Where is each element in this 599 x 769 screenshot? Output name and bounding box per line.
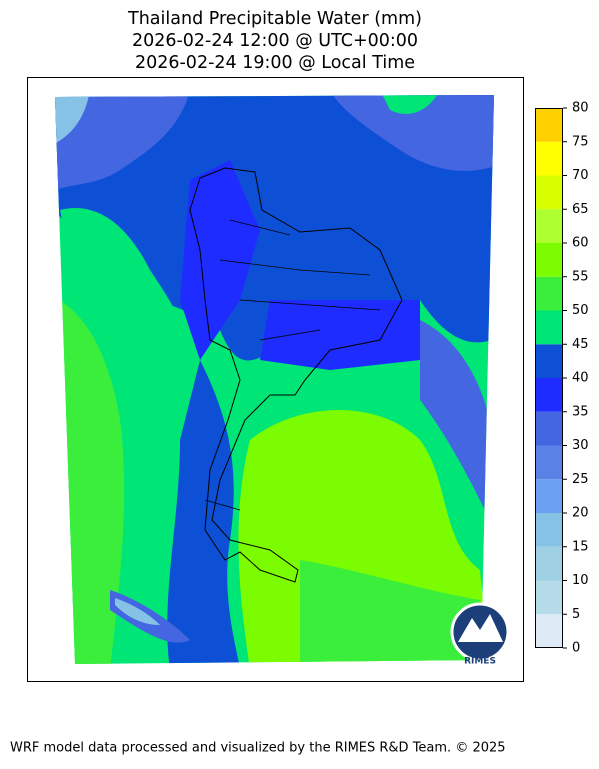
- colorbar-segment: [535, 378, 563, 412]
- map: RIMES: [27, 77, 524, 682]
- logo-mountain: [458, 614, 503, 642]
- colorbar-segment: [535, 310, 563, 345]
- colorbar-tick-label: 15: [572, 539, 589, 554]
- colorbar-tick-label: 25: [572, 472, 589, 487]
- footer: WRF model data processed and visualized …: [10, 741, 506, 756]
- title-line: 2026-02-24 12:00 @ UTC+00:00: [132, 31, 418, 51]
- colorbar-tick-label: 20: [572, 506, 589, 521]
- map-frame: [27, 77, 524, 682]
- colorbar-segment: [535, 580, 563, 615]
- colorbar-segment: [535, 344, 563, 378]
- colorbar-tick-label: 35: [572, 404, 589, 419]
- colorbar-tick-label: 75: [572, 134, 589, 149]
- colorbar-segment: [535, 513, 563, 547]
- colorbar-tick-label: 70: [572, 168, 589, 183]
- colorbar-tick-label: 40: [572, 371, 589, 386]
- colorbar-tick-label: 0: [572, 641, 580, 656]
- colorbar-tick-label: 50: [572, 303, 589, 318]
- colorbar-segment: [535, 209, 563, 243]
- colorbar-tick-label: 80: [572, 101, 589, 116]
- colorbar-frame: [535, 108, 563, 648]
- colorbar-segment: [535, 546, 563, 581]
- title-line: 2026-02-24 19:00 @ Local Time: [135, 53, 415, 73]
- colorbar-tick-label: 10: [572, 573, 589, 588]
- colorbar-tick-label: 30: [572, 438, 589, 453]
- colorbar-segment: [535, 243, 563, 277]
- colorbar-segment: [535, 108, 563, 142]
- colorbar-segment: [535, 445, 563, 480]
- colorbar-tick-label: 45: [572, 337, 589, 352]
- colorbar-tick-label: 55: [572, 269, 589, 284]
- title-line: Thailand Precipitable Water (mm): [127, 9, 422, 29]
- colorbar-segment: [535, 411, 563, 446]
- colorbar-tick-label: 65: [572, 202, 589, 217]
- colorbar: 0 5 10 15 20 25 30 35 40 45 50 55 60 65 70 75 80: [535, 101, 589, 656]
- colorbar-segment: [535, 479, 563, 513]
- colorbar-tick-label: 60: [572, 236, 589, 251]
- colorbar-tick-label: 5: [572, 607, 580, 622]
- colorbar-segment: [535, 175, 563, 210]
- colorbar-segment: [535, 614, 563, 648]
- logo-text: RIMES: [464, 657, 496, 667]
- colorbar-segment: [535, 141, 563, 176]
- colorbar-segment: [535, 276, 563, 311]
